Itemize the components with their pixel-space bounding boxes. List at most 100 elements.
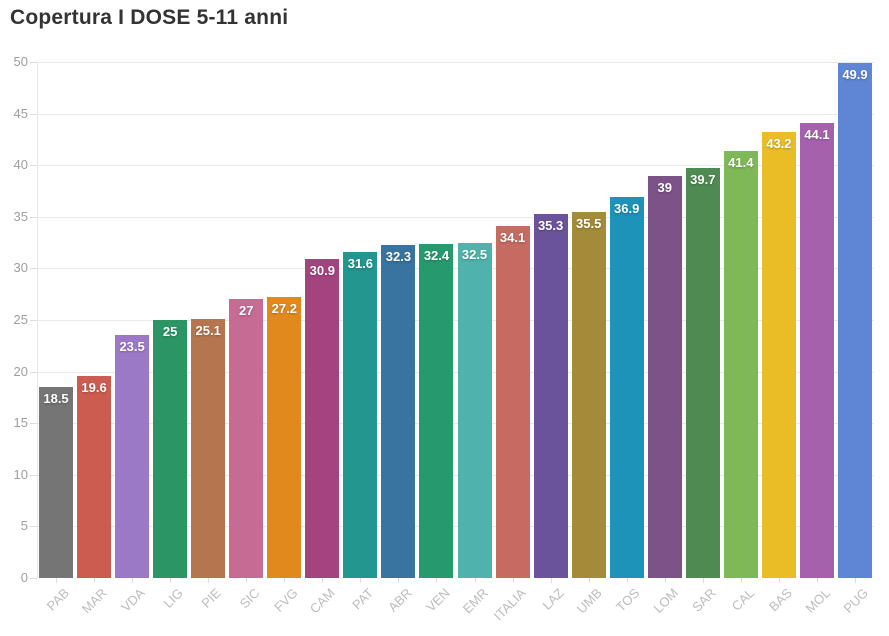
y-axis-tick <box>30 62 37 63</box>
x-axis-tick <box>589 578 590 583</box>
bar-value-label: 18.5 <box>43 391 69 407</box>
x-axis-tick <box>208 578 209 583</box>
x-axis-label: CAL <box>728 585 757 614</box>
x-axis-tick <box>665 578 666 583</box>
x-axis-tick <box>94 578 95 583</box>
x-axis-label: SIC <box>236 585 263 612</box>
gridline <box>37 474 874 476</box>
y-axis-label: 35 <box>13 208 28 224</box>
y-axis-tick <box>30 165 37 167</box>
gridline <box>37 320 874 321</box>
bar-value-label: 39.7 <box>690 172 716 188</box>
x-axis-label: PUG <box>840 585 871 616</box>
bar-fvg[interactable] <box>267 297 302 578</box>
gridline <box>37 371 874 373</box>
bar-vda[interactable] <box>115 335 150 578</box>
x-axis-label: LAZ <box>539 585 567 613</box>
x-axis-label: CAM <box>307 585 339 617</box>
bar-value-label: 32.3 <box>385 248 412 264</box>
bar-value-label: 49.9 <box>842 67 868 83</box>
y-axis-tick <box>30 216 37 218</box>
x-axis-label: PAT <box>349 585 377 613</box>
gridline <box>37 526 874 528</box>
bar-bas[interactable] <box>761 132 796 578</box>
x-axis-label: TOS <box>613 585 643 615</box>
y-axis-label: 5 <box>20 518 28 534</box>
x-axis-label: VEN <box>422 585 453 615</box>
bar-pug[interactable] <box>837 63 872 578</box>
bar-value-label: 39 <box>657 179 672 195</box>
bar-ven[interactable] <box>419 243 454 578</box>
bar-value-label: 34.1 <box>499 230 526 246</box>
y-axis-label: 15 <box>13 415 28 431</box>
bar-mol[interactable] <box>799 122 834 578</box>
y-axis-tick <box>30 371 37 373</box>
y-axis-tick <box>30 268 37 270</box>
x-axis-tick <box>246 578 247 583</box>
x-axis-tick <box>855 578 856 583</box>
bar-cal[interactable] <box>723 150 758 578</box>
chart-title: Copertura I DOSE 5-11 anni <box>10 6 289 29</box>
y-axis-label: 40 <box>13 157 28 173</box>
bar-value-label: 36.9 <box>614 201 640 217</box>
y-axis-tick <box>30 113 37 115</box>
gridline <box>37 113 874 115</box>
y-axis-label: 45 <box>13 105 28 121</box>
x-axis-label: EMR <box>459 585 491 617</box>
bar-umb[interactable] <box>571 211 606 578</box>
x-axis-label: PIE <box>198 585 225 611</box>
y-axis-label: 25 <box>13 312 28 327</box>
x-axis-tick <box>284 578 285 583</box>
bar-emr[interactable] <box>457 242 492 578</box>
x-axis-tick <box>436 578 437 583</box>
bar-value-label: 30.9 <box>309 263 335 279</box>
x-axis-tick <box>779 578 780 583</box>
bar-tos[interactable] <box>609 197 644 578</box>
x-axis-label: MAR <box>78 585 110 617</box>
x-axis-tick <box>513 578 514 583</box>
y-axis-label: 10 <box>13 466 28 482</box>
x-axis-label: SAR <box>689 585 719 615</box>
x-axis-tick <box>170 578 171 583</box>
bar-sic[interactable] <box>229 299 264 578</box>
y-axis-tick <box>30 423 37 425</box>
bar-pab[interactable] <box>39 387 74 578</box>
x-axis-label: UMB <box>573 585 605 617</box>
bar-laz[interactable] <box>533 213 568 578</box>
bar-lig[interactable] <box>153 320 188 578</box>
bar-mar[interactable] <box>77 375 112 578</box>
bar-abr[interactable] <box>381 244 416 578</box>
bar-pat[interactable] <box>343 251 378 578</box>
bar-value-label: 19.6 <box>81 379 107 395</box>
x-axis-tick <box>551 578 552 583</box>
bar-value-label: 31.6 <box>347 255 374 271</box>
gridline <box>37 216 874 218</box>
bar-value-label: 43.2 <box>766 136 792 152</box>
x-axis-tick <box>703 578 704 583</box>
y-axis-tick <box>30 320 37 321</box>
x-axis-label: PAB <box>43 585 72 614</box>
x-axis-tick <box>398 578 399 583</box>
x-axis-tick <box>56 578 57 583</box>
x-axis-tick <box>132 578 133 583</box>
bar-value-label: 25.1 <box>195 322 221 338</box>
y-axis-tick <box>30 526 37 528</box>
bar-value-label: 35.3 <box>537 217 564 233</box>
bar-value-label: 25 <box>162 324 178 339</box>
bar-sar[interactable] <box>685 168 720 578</box>
bar-value-label: 27 <box>239 303 254 319</box>
bar-value-label: 32.5 <box>461 246 488 262</box>
x-axis-label: LOM <box>650 585 681 616</box>
gridline <box>37 165 874 167</box>
x-axis-label: FVG <box>270 585 301 615</box>
bar-value-label: 35.5 <box>576 215 602 231</box>
bar-cam[interactable] <box>305 259 340 578</box>
y-axis-label: 0 <box>20 570 28 585</box>
x-axis-tick <box>627 578 628 583</box>
bar-pie[interactable] <box>191 318 226 578</box>
bar-value-label: 32.4 <box>423 247 450 263</box>
y-axis-label: 50 <box>13 54 28 69</box>
bar-lom[interactable] <box>647 175 682 578</box>
bar-italia[interactable] <box>495 226 530 578</box>
